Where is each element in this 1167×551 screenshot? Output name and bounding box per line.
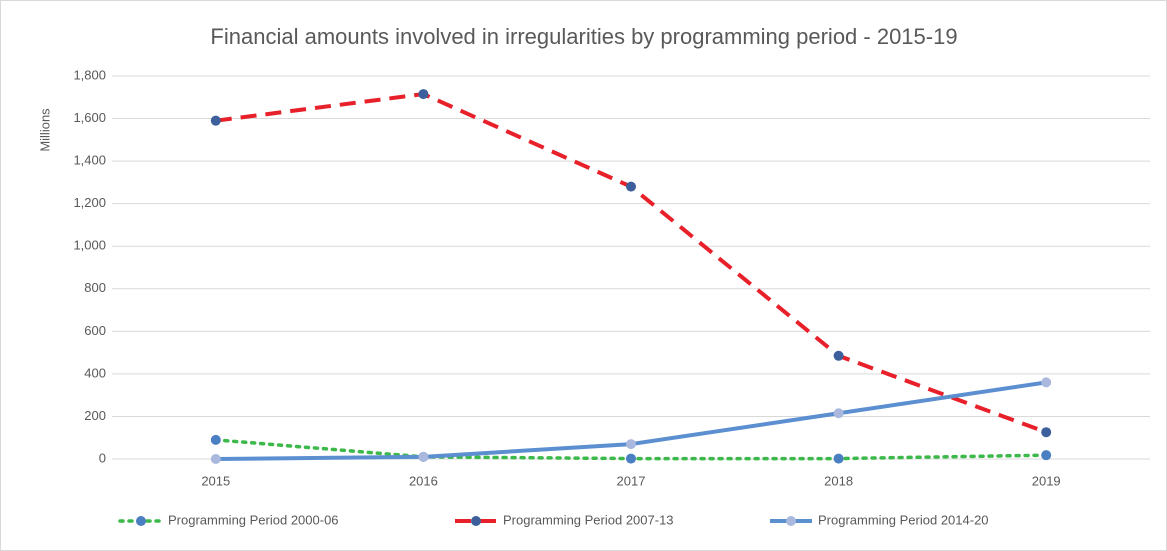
data-point [418,451,429,462]
data-point [210,434,221,445]
y-tick-label: 200 [84,408,106,423]
data-point [210,115,221,126]
data-point [626,453,636,464]
data-point [210,454,221,464]
x-tick-label: 2018 [824,473,853,488]
legend-label: Programming Period 2000-06 [168,512,339,527]
y-tick-label: 1,200 [73,195,106,210]
y-tick-label: 800 [84,280,106,295]
y-tick-label: 1,600 [73,110,106,125]
x-tick-label: 2017 [617,473,646,488]
data-point [1041,377,1052,388]
x-tick-label: 2016 [409,473,438,488]
legend-marker [471,516,481,526]
y-tick-label: 1,800 [73,67,106,82]
x-tick-label: 2019 [1032,473,1061,488]
y-tick-label: 1,400 [73,153,106,168]
data-point [833,408,844,419]
data-point [1041,450,1052,461]
legend-marker [786,516,796,526]
y-tick-label: 600 [84,323,106,338]
data-point [418,89,429,100]
data-point [626,439,636,450]
y-tick-label: 0 [99,450,106,465]
y-axis-label: Millions [37,108,52,152]
legend-marker [136,516,146,526]
data-point [1041,427,1052,438]
chart-title: Financial amounts involved in irregulari… [210,24,957,49]
legend-label: Programming Period 2014-20 [818,512,989,527]
data-point [626,181,636,192]
y-tick-label: 1,000 [73,238,106,253]
data-point [833,350,844,361]
data-point [833,453,844,464]
x-tick-label: 2015 [201,473,230,488]
y-tick-label: 400 [84,365,106,380]
legend-label: Programming Period 2007-13 [503,512,674,527]
